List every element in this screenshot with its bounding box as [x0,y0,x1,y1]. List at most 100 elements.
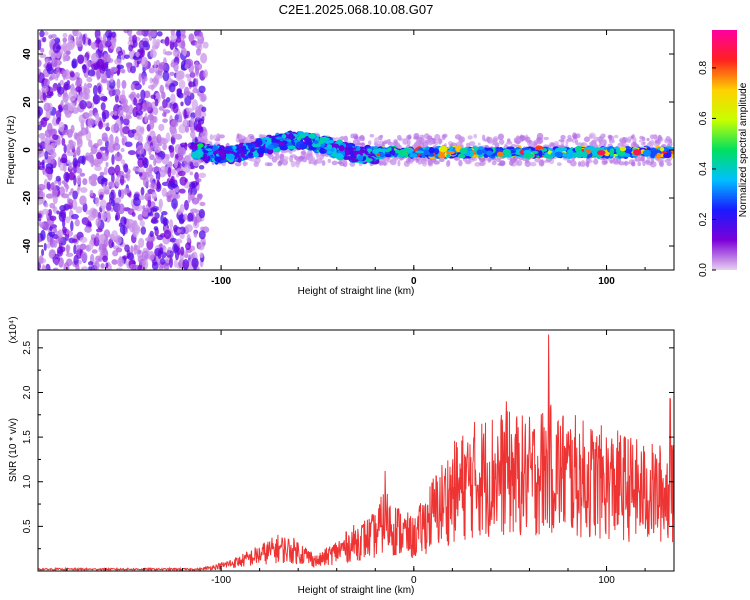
noise-blob [194,66,200,75]
noise-blob [49,215,57,221]
signal-blob [428,146,435,154]
snr-panel: -100 0 100 2.5 2.0 1.5 1.0 0.5 Height of strai… [8,316,675,596]
noise-blob [63,144,67,154]
noise-blob [201,116,205,122]
halo-blob [543,136,550,141]
halo-blob [640,142,646,146]
noise-blob [75,206,83,214]
noise-blob [163,229,172,240]
halo-blob [630,135,634,140]
noise-blob [38,89,41,99]
signal-blob [338,145,345,152]
halo-blob [516,136,520,141]
noise-blob [158,169,166,178]
noise-blob [103,166,108,176]
noise-blob [149,230,154,238]
noise-blob [38,255,44,264]
noise-blob [99,96,108,101]
halo-blob [384,157,389,164]
noise-blob [93,261,100,270]
noise-blob [149,77,154,84]
noise-blob [99,194,104,201]
signal-blob [554,151,563,157]
noise-blob [122,126,130,135]
x-tick-label: -100 [211,276,231,287]
noise-blob [103,229,111,238]
noise-blob [162,70,170,82]
halo-blob [495,157,501,163]
noise-blob [138,194,146,201]
halo-blob [445,160,450,168]
y-tick-label: 0 [22,147,33,153]
noise-blob [161,91,166,100]
signal-blob [281,134,287,139]
noise-blob [178,188,186,194]
noise-blob [138,237,145,248]
halo-blob [381,141,385,148]
noise-blob [83,56,88,64]
noise-blob [150,94,157,99]
noise-blob [167,181,176,190]
halo-blob [575,133,581,139]
noise-blob [85,125,89,135]
noise-blob [111,154,115,165]
noise-blob [38,261,41,270]
noise-blob [67,102,76,112]
noise-blob [90,42,97,50]
noise-blob [151,167,159,173]
halo-blob [553,141,560,146]
noise-blob [198,85,206,94]
noise-blob [175,71,182,82]
halo-blob [331,160,338,166]
noise-blob [186,254,194,259]
noise-blob [143,90,151,99]
noise-blob [62,41,68,53]
halo-blob [612,157,618,164]
noise-blob [57,156,61,168]
halo-blob [510,156,517,164]
noise-blob [171,198,178,210]
noise-blob [109,91,113,97]
noise-blob [188,81,196,88]
halo-blob [215,133,221,141]
noise-blob [75,86,82,93]
noise-blob [84,226,92,233]
halo-blob [393,139,398,144]
noise-blob [198,164,205,170]
noise-blob [168,82,176,93]
noise-blob [54,258,59,266]
noise-blob [172,102,179,114]
noise-blob [53,240,58,248]
noise-blob [120,159,126,165]
noise-blob [44,129,52,138]
noise-blob [123,30,130,34]
signal-blob [206,145,214,150]
colorbar-tick-label: 0.4 [698,162,709,176]
noise-blob [154,156,163,164]
noise-blob [111,259,118,265]
noise-blob [117,106,124,117]
noise-blob [142,40,149,48]
halo-blob [464,159,472,165]
halo-blob [590,141,597,148]
noise-blob [120,147,125,153]
noise-blob [82,112,90,120]
noise-blob [39,30,45,38]
noise-blob [197,120,201,131]
snr-x-ticks: -100 0 100 [66,330,646,586]
noise-blob [122,187,131,194]
noise-blob [99,199,107,210]
noise-blob [52,115,56,123]
spectrogram-panel: -100 0 100 40 20 0 -20 -40 Height of straight … [6,29,675,297]
spectrogram-y-ticks: 40 20 0 -20 -40 [22,48,674,253]
noise-blob [62,37,68,43]
noise-blob [114,214,119,221]
halo-blob [589,134,594,138]
noise-blob [150,101,156,110]
halo-blob [577,161,582,167]
noise-blob [38,213,42,219]
noise-blob [149,154,155,161]
noise-blob [203,69,208,78]
halo-blob [499,160,506,167]
noise-blob [201,95,207,102]
